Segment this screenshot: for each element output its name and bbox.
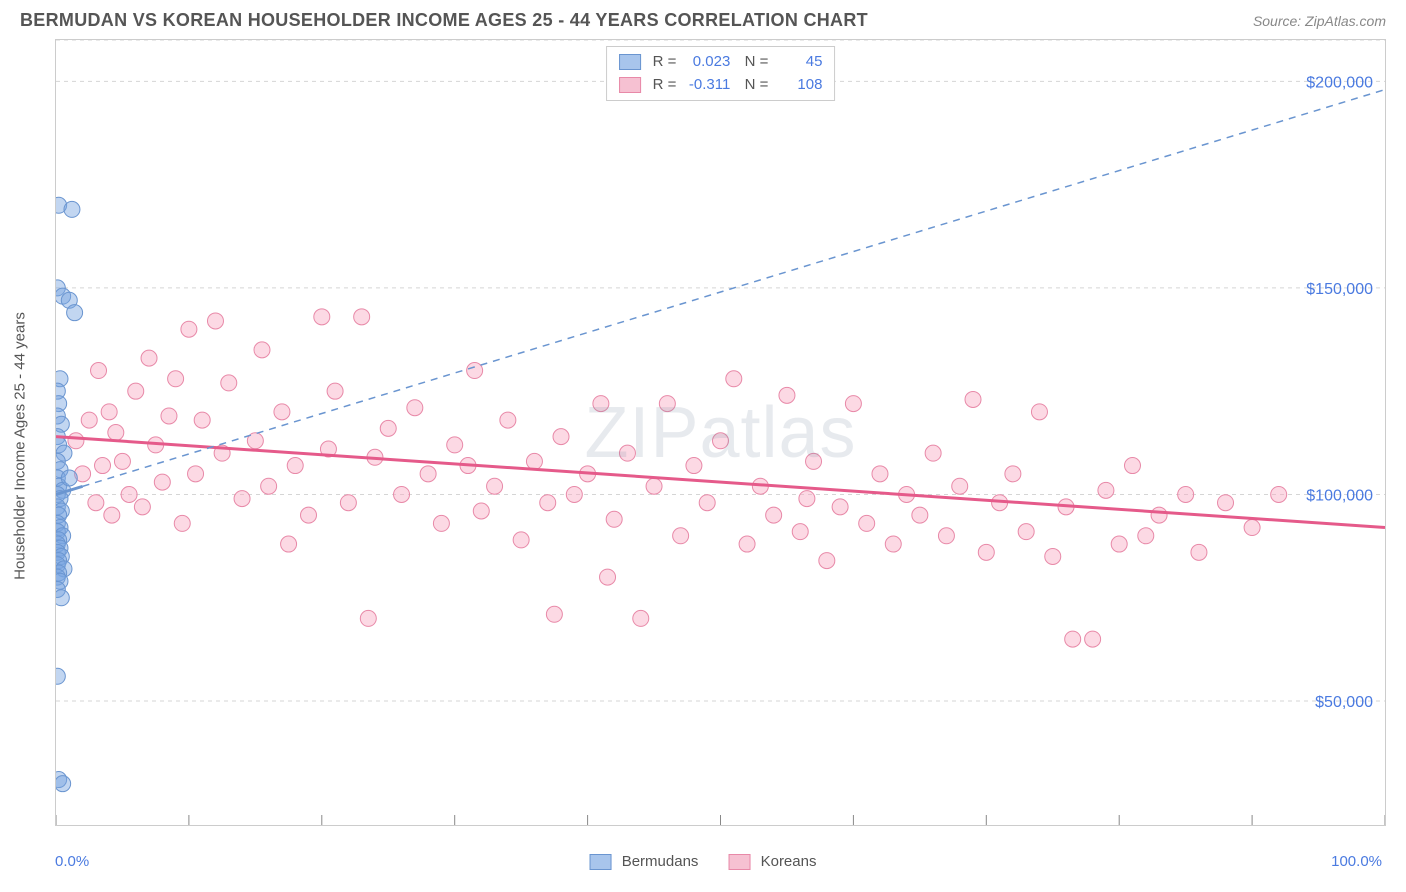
- source-attribution: Source: ZipAtlas.com: [1253, 13, 1386, 29]
- y-axis-label: Householder Income Ages 25 - 44 years: [12, 312, 29, 580]
- x-axis-max-label: 100.0%: [1331, 853, 1382, 870]
- chart-plot-area: R = 0.023 N = 45 R = -0.311 N = 108 $50,…: [55, 39, 1386, 826]
- correlation-stats-legend: R = 0.023 N = 45 R = -0.311 N = 108: [606, 46, 836, 101]
- swatch-koreans-icon: [619, 77, 641, 93]
- stats-row-koreans: R = -0.311 N = 108: [619, 74, 823, 97]
- svg-text:$200,000: $200,000: [1306, 74, 1373, 91]
- svg-text:$50,000: $50,000: [1315, 694, 1373, 711]
- stats-row-bermudans: R = 0.023 N = 45: [619, 51, 823, 74]
- svg-text:$100,000: $100,000: [1306, 487, 1373, 504]
- swatch-bermudans-icon: [619, 54, 641, 70]
- swatch-koreans-icon: [728, 854, 750, 870]
- r-value-koreans: -0.311: [682, 74, 730, 97]
- x-axis-min-label: 0.0%: [55, 853, 89, 870]
- legend-item-koreans: Koreans: [728, 853, 816, 870]
- legend-item-bermudans: Bermudans: [590, 853, 699, 870]
- n-value-bermudans: 45: [774, 51, 822, 74]
- svg-text:$150,000: $150,000: [1306, 281, 1373, 298]
- swatch-bermudans-icon: [590, 854, 612, 870]
- n-value-koreans: 108: [774, 74, 822, 97]
- scatter-chart: $50,000 $100,000 $150,000 $200,000: [56, 40, 1385, 825]
- r-value-bermudans: 0.023: [682, 51, 730, 74]
- series-legend: Bermudans Koreans: [590, 853, 817, 870]
- chart-title: BERMUDAN VS KOREAN HOUSEHOLDER INCOME AG…: [20, 10, 868, 31]
